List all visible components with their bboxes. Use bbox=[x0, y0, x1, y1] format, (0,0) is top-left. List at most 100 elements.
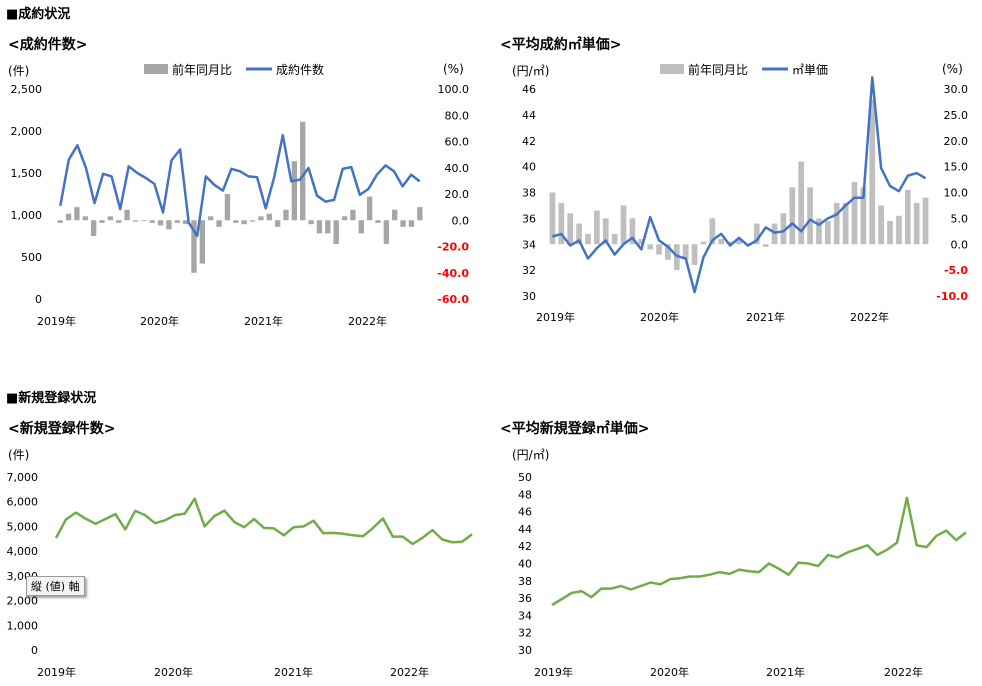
x-tick-label-1-3: 2022年 bbox=[850, 310, 889, 324]
x-tick-label-1-0: 2019年 bbox=[536, 310, 575, 324]
x-tick-label-2-1: 2020年 bbox=[154, 665, 193, 679]
bar-0-19 bbox=[216, 220, 222, 227]
bar-0-17 bbox=[199, 220, 206, 264]
bar-0-27 bbox=[283, 209, 289, 221]
y-tick-3-9: 32 bbox=[518, 627, 532, 640]
bar-0-36 bbox=[358, 220, 364, 234]
bar-1-37 bbox=[878, 205, 884, 245]
legend-label-line-1: ㎡単価 bbox=[792, 63, 828, 77]
legend-label-line-0: 成約件数 bbox=[276, 62, 324, 77]
y-left-tick-1-6: 34 bbox=[522, 238, 536, 251]
bar-1-31 bbox=[824, 220, 831, 245]
bar-1-3 bbox=[576, 223, 582, 245]
bar-1-7 bbox=[611, 233, 618, 245]
y-right-tick-1-1: 25.0 bbox=[944, 109, 969, 122]
bar-0-21 bbox=[233, 220, 239, 223]
y-tick-3-2: 46 bbox=[518, 506, 532, 519]
bar-0-13 bbox=[166, 220, 172, 230]
bar-0-3 bbox=[82, 216, 88, 221]
bar-1-28 bbox=[798, 161, 805, 245]
y-left-tick-1-8: 30 bbox=[522, 290, 536, 303]
y-right-tick-0-4: 20.0 bbox=[445, 188, 470, 201]
y-tick-3-0: 50 bbox=[518, 471, 532, 484]
bar-1-34 bbox=[851, 182, 858, 245]
bar-0-32 bbox=[325, 220, 331, 234]
y-tick-2-2: 5,000 bbox=[7, 520, 39, 533]
y-right-tick-1-2: 20.0 bbox=[944, 135, 969, 148]
y-right-tick-1-3: 15.0 bbox=[944, 161, 969, 174]
y-left-tick-1-2: 42 bbox=[522, 135, 536, 148]
y-left-tick-0-3: 1,000 bbox=[11, 209, 43, 222]
y-right-tick-0-5: 0.0 bbox=[452, 214, 470, 227]
y-left-tick-0-1: 2,000 bbox=[11, 125, 43, 138]
bar-1-5 bbox=[594, 210, 600, 245]
y-right-tick-1-8: -10.0 bbox=[936, 290, 968, 303]
y-left-tick-0-5: 0 bbox=[35, 293, 42, 306]
bar-0-20 bbox=[224, 194, 231, 221]
x-tick-label-3-2: 2021年 bbox=[766, 665, 805, 679]
y-left-tick-0-4: 500 bbox=[21, 251, 42, 264]
bar-1-41 bbox=[913, 202, 920, 245]
bar-0-7 bbox=[116, 220, 122, 223]
y-left-tick-0-2: 1,500 bbox=[11, 167, 43, 180]
y-left-tick-1-4: 38 bbox=[522, 187, 536, 200]
bar-0-0 bbox=[57, 220, 63, 223]
y-tick-3-3: 44 bbox=[518, 523, 532, 536]
bar-0-2 bbox=[74, 207, 80, 221]
y-right-tick-0-6: -20.0 bbox=[437, 241, 469, 254]
bar-0-16 bbox=[191, 220, 197, 273]
y-tick-3-8: 34 bbox=[518, 609, 532, 622]
y-right-tick-0-8: -60.0 bbox=[437, 293, 469, 306]
unit-left-contract-count: (件) bbox=[8, 64, 30, 78]
y-right-tick-0-2: 60.0 bbox=[445, 136, 470, 149]
bar-0-40 bbox=[392, 209, 398, 221]
x-tick-label-2-0: 2019年 bbox=[37, 665, 76, 679]
bar-1-1 bbox=[558, 202, 565, 245]
x-tick-label-0-1: 2020年 bbox=[140, 314, 179, 328]
y-left-tick-0-0: 2,500 bbox=[11, 83, 43, 96]
bar-1-35 bbox=[860, 187, 867, 245]
y-tick-3-10: 30 bbox=[518, 644, 532, 657]
y-tick-2-1: 6,000 bbox=[7, 496, 39, 509]
bar-0-8 bbox=[124, 209, 130, 221]
unit-right-contract-price: (%) bbox=[942, 62, 963, 76]
x-tick-label-0-2: 2021年 bbox=[244, 314, 283, 328]
y-right-tick-0-7: -40.0 bbox=[437, 267, 469, 280]
chart-title-contract-count: <成約件数> bbox=[8, 37, 88, 53]
bar-1-20 bbox=[727, 241, 733, 245]
bar-0-29 bbox=[300, 121, 306, 221]
y-left-tick-1-5: 36 bbox=[522, 212, 536, 225]
bar-1-9 bbox=[629, 218, 636, 245]
bar-0-26 bbox=[274, 220, 281, 227]
y-right-tick-1-6: 0.0 bbox=[951, 238, 969, 251]
y-tick-3-1: 48 bbox=[518, 488, 532, 501]
bar-0-5 bbox=[99, 220, 105, 223]
y-right-tick-0-1: 80.0 bbox=[445, 109, 470, 122]
legend-label-bar-1: 前年同月比 bbox=[688, 62, 748, 77]
unit-right-contract-count: (%) bbox=[443, 62, 464, 76]
y-tick-3-5: 40 bbox=[518, 558, 532, 571]
bar-1-29 bbox=[807, 187, 813, 245]
x-tick-label-1-1: 2020年 bbox=[640, 310, 679, 324]
bar-0-14 bbox=[174, 220, 180, 223]
y-right-tick-0-0: 100.0 bbox=[438, 83, 470, 96]
section-title-registration: ■新規登録状況 bbox=[6, 391, 97, 406]
bar-1-13 bbox=[665, 244, 671, 260]
bar-0-24 bbox=[258, 216, 264, 221]
chart-title-registration-count: <新規登録件数> bbox=[8, 421, 116, 437]
bar-0-42 bbox=[408, 220, 415, 227]
bar-0-4 bbox=[90, 220, 97, 236]
x-tick-label-3-0: 2019年 bbox=[534, 665, 573, 679]
bar-1-21 bbox=[736, 239, 742, 245]
series-line-0 bbox=[59, 133, 421, 238]
bar-1-6 bbox=[602, 218, 609, 245]
bar-0-41 bbox=[400, 220, 406, 227]
bar-1-32 bbox=[833, 202, 840, 245]
x-tick-label-1-2: 2021年 bbox=[746, 310, 785, 324]
bar-0-6 bbox=[107, 216, 114, 221]
bar-1-15 bbox=[682, 244, 689, 260]
bar-0-1 bbox=[65, 213, 72, 221]
bar-0-34 bbox=[341, 216, 348, 221]
bar-1-23 bbox=[753, 223, 760, 245]
